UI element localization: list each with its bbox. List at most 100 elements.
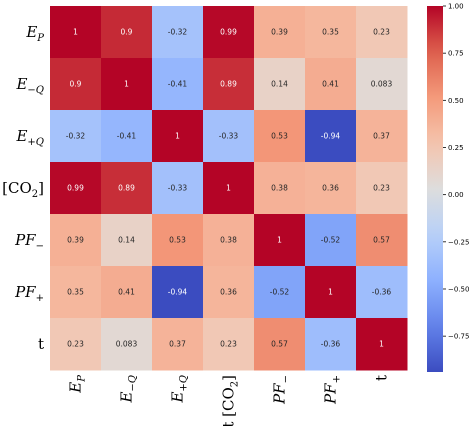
row-label: t	[38, 335, 44, 353]
cell-value-label: 0.99	[67, 184, 84, 193]
cell-value-label: -0.41	[168, 80, 188, 89]
heatmap-cell	[152, 318, 204, 371]
heatmap-cell	[152, 214, 204, 267]
heatmap-cell	[101, 266, 153, 319]
heatmap-cell	[356, 58, 408, 111]
heatmap-cell	[254, 214, 306, 267]
cell-value-label: 0.9	[70, 80, 82, 89]
cell-value-label: 0.39	[67, 236, 84, 245]
cell-value-label: 0.23	[373, 28, 390, 37]
heatmap-cell	[50, 162, 102, 215]
heatmap-cell	[356, 162, 408, 215]
heatmap-cell	[101, 58, 153, 111]
heatmap-cell	[356, 110, 408, 163]
cell-value-label: 0.38	[220, 236, 237, 245]
heatmap-cell	[305, 162, 357, 215]
row-label: t [CO2]	[0, 179, 44, 200]
colorbar-tick-label: −0.25	[448, 238, 469, 246]
row-labels: EP E−Q E+Q t [CO2] PF− PF+ t	[0, 23, 44, 353]
column-label: PF+	[322, 375, 343, 405]
row-label: PF+	[14, 283, 44, 304]
heatmap-cell	[203, 110, 255, 163]
colorbar-tick-label: 1.00	[448, 3, 464, 11]
cell-value-label: -0.33	[168, 184, 188, 193]
cell-value-label: 0.37	[373, 132, 390, 141]
heatmap-cell	[254, 162, 306, 215]
cell-value-label: 0.36	[220, 288, 237, 297]
heatmap-cell	[203, 266, 255, 319]
heatmap-cell	[203, 6, 255, 59]
heatmap-cell	[254, 266, 306, 319]
cell-value-label: 0.38	[271, 184, 288, 193]
cell-value-label: 0.53	[271, 132, 288, 141]
cell-value-label: 0.23	[220, 340, 237, 349]
cell-value-label: 0.89	[220, 80, 237, 89]
heatmap-cell	[356, 266, 408, 319]
column-label: t [CO2]	[220, 375, 241, 426]
cell-value-label: 0.35	[322, 28, 339, 37]
cell-value-label: 0.35	[67, 288, 84, 297]
cell-value-label: -0.33	[219, 132, 239, 141]
column-label: E+Q	[169, 375, 190, 404]
cell-value-label: -0.94	[168, 288, 188, 297]
row-label: PF−	[14, 231, 44, 252]
cell-value-label: 0.36	[322, 184, 339, 193]
column-label: t	[373, 375, 391, 381]
cell-value-label: -0.41	[117, 132, 137, 141]
heatmap-cell	[101, 162, 153, 215]
heatmap-cell	[152, 58, 204, 111]
colorbar-tick-label: 0.75	[448, 50, 464, 58]
cell-value-label: -0.94	[321, 132, 341, 141]
row-label: E+Q	[15, 127, 44, 148]
row-label: E−Q	[15, 75, 44, 96]
cell-value-label: 0.99	[220, 28, 237, 37]
heatmap-cell	[305, 6, 357, 59]
cell-value-label: 0.23	[373, 184, 390, 193]
heatmap-cell	[254, 318, 306, 371]
heatmap-cell	[50, 266, 102, 319]
cell-value-label: 1	[379, 340, 384, 349]
heatmap-cell	[305, 214, 357, 267]
colorbar-tick-label: 0.25	[448, 144, 464, 152]
heatmap-cell	[50, 6, 102, 59]
cell-value-label: 1	[73, 28, 78, 37]
column-label: EP	[67, 375, 88, 394]
cell-value-label: 0.14	[118, 236, 135, 245]
cell-value-label: 1	[226, 184, 231, 193]
cell-value-label: 0.57	[271, 340, 288, 349]
heatmap-cell	[305, 110, 357, 163]
heatmap-cell	[101, 318, 153, 371]
cell-value-label: 0.9	[121, 28, 133, 37]
cell-value-label: 1	[328, 288, 333, 297]
cell-value-label: -0.36	[372, 288, 392, 297]
heatmap-cell	[203, 58, 255, 111]
column-label: E−Q	[118, 375, 139, 404]
colorbar-tick-label: −0.75	[448, 333, 469, 341]
cell-value-label: 0.14	[271, 80, 288, 89]
heatmap-cell	[152, 162, 204, 215]
cell-value-label: 0.41	[118, 288, 135, 297]
column-labels: EP E−Q E+Q t [CO2] PF− PF+ t	[67, 375, 391, 426]
cell-value-label: 0.083	[371, 80, 393, 89]
cell-value-label: 0.23	[67, 340, 84, 349]
cell-value-label: 1	[124, 80, 129, 89]
colorbar-gradient	[427, 6, 443, 372]
column-label: PF−	[271, 375, 292, 405]
heatmap-cell	[203, 318, 255, 371]
heatmap-cell	[356, 6, 408, 59]
cell-value-label: 0.57	[373, 236, 390, 245]
colorbar: 1.00 0.75 0.50 0.25 0.00 −0.25 −0.50 −0.75	[427, 3, 469, 372]
cell-value-label: -0.52	[321, 236, 341, 245]
heatmap-cell	[254, 58, 306, 111]
heatmap-cell	[152, 6, 204, 59]
heatmap-cell	[101, 214, 153, 267]
heatmap-cell	[152, 266, 204, 319]
heatmap-cell	[50, 110, 102, 163]
colorbar-tick-label: −0.50	[448, 285, 469, 293]
cell-value-label: 0.37	[169, 340, 186, 349]
cell-value-label: -0.32	[168, 28, 188, 37]
cell-value-label: 0.39	[271, 28, 288, 37]
heatmap-cell	[305, 58, 357, 111]
heatmap-cell	[305, 318, 357, 371]
